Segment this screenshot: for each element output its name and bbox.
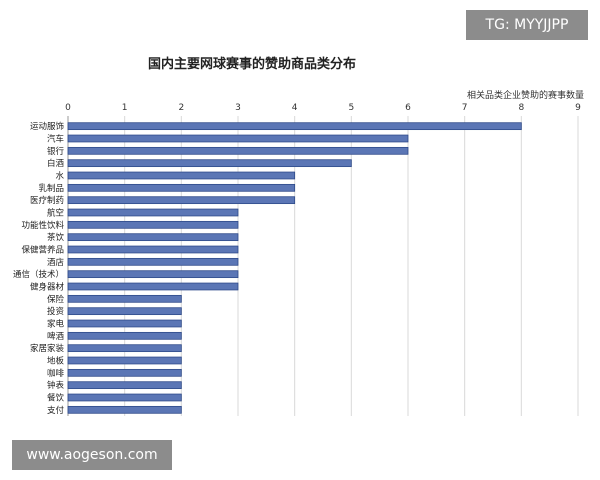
category-label: 钟表 <box>47 380 65 391</box>
bars <box>67 122 522 414</box>
x-tick-label: 4 <box>292 103 298 113</box>
bar-19 <box>67 356 182 365</box>
bar-8 <box>67 220 239 229</box>
category-label: 投资 <box>47 306 65 317</box>
x-tick-label: 0 <box>65 103 71 113</box>
x-tick-label: 2 <box>178 103 184 113</box>
bar-10 <box>67 245 239 254</box>
category-label: 支付 <box>47 405 65 416</box>
x-tick-label: 8 <box>518 103 524 113</box>
category-label: 航空 <box>47 208 64 219</box>
bar-9 <box>67 233 239 242</box>
category-label: 家居家装 <box>30 343 65 354</box>
category-label: 酒店 <box>47 257 65 268</box>
category-label: 白酒 <box>47 158 65 169</box>
category-label: 运动服饰 <box>30 121 65 132</box>
x-tick-label: 3 <box>235 103 241 113</box>
category-label: 乳制品 <box>38 183 64 194</box>
bar-1 <box>67 134 409 143</box>
bar-18 <box>67 344 182 353</box>
bar-20 <box>67 368 182 377</box>
category-label: 地板 <box>47 356 65 367</box>
category-label: 保险 <box>47 294 65 305</box>
x-tick-label: 1 <box>122 103 128 113</box>
x-tick-label: 7 <box>462 103 468 113</box>
telegram-badge: TG: MYYJJPP <box>466 10 588 40</box>
bar-17 <box>67 331 182 340</box>
chart-card: 国内主要网球赛事的赞助商品类分布 相关品类企业赞助的赛事数量 0 1 2 3 4 5 6 7 8… <box>12 38 588 430</box>
website-badge: www.aogeson.com <box>12 440 172 470</box>
bar-21 <box>67 381 182 390</box>
bar-13 <box>67 282 239 291</box>
x-tick-label: 5 <box>348 103 354 113</box>
bar-14 <box>67 294 182 303</box>
category-label: 银行 <box>47 146 65 157</box>
x-tick-label: 6 <box>405 103 411 113</box>
bar-chart: 国内主要网球赛事的赞助商品类分布 相关品类企业赞助的赛事数量 0 1 2 3 4 5 6 7 8… <box>13 56 584 416</box>
category-label: 健身器材 <box>30 282 65 293</box>
bar-0 <box>67 122 522 131</box>
category-label: 汽车 <box>47 134 64 145</box>
x-axis-label: 相关品类企业赞助的赛事数量 <box>467 89 584 101</box>
category-label: 咖啡 <box>47 368 65 379</box>
bar-4 <box>67 171 296 180</box>
category-labels: 运动服饰汽车银行白酒水乳制品医疗制药航空功能性饮料茶饮保健营养品酒店通信（技术）… <box>13 121 65 416</box>
bar-6 <box>67 196 296 205</box>
bar-22 <box>67 393 182 402</box>
bar-3 <box>67 159 352 168</box>
category-label: 家电 <box>47 319 65 330</box>
bar-23 <box>67 405 182 414</box>
category-label: 茶饮 <box>47 232 65 243</box>
category-label: 功能性饮料 <box>21 220 64 231</box>
bar-7 <box>67 208 239 217</box>
category-label: 保健营养品 <box>21 245 64 256</box>
category-label: 医疗制药 <box>30 195 64 206</box>
bar-12 <box>67 270 239 279</box>
category-label: 通信（技术） <box>13 269 64 280</box>
bar-15 <box>67 307 182 316</box>
category-label: 餐饮 <box>47 393 65 404</box>
bar-11 <box>67 257 239 266</box>
x-tick-labels: 0 1 2 3 4 5 6 7 8 9 <box>65 103 581 113</box>
bar-5 <box>67 183 296 192</box>
category-label: 水 <box>55 171 64 182</box>
bar-16 <box>67 319 182 328</box>
x-tick-label: 9 <box>575 103 581 113</box>
chart-title: 国内主要网球赛事的赞助商品类分布 <box>148 56 356 72</box>
category-label: 啤酒 <box>47 331 65 342</box>
bar-2 <box>67 146 409 155</box>
